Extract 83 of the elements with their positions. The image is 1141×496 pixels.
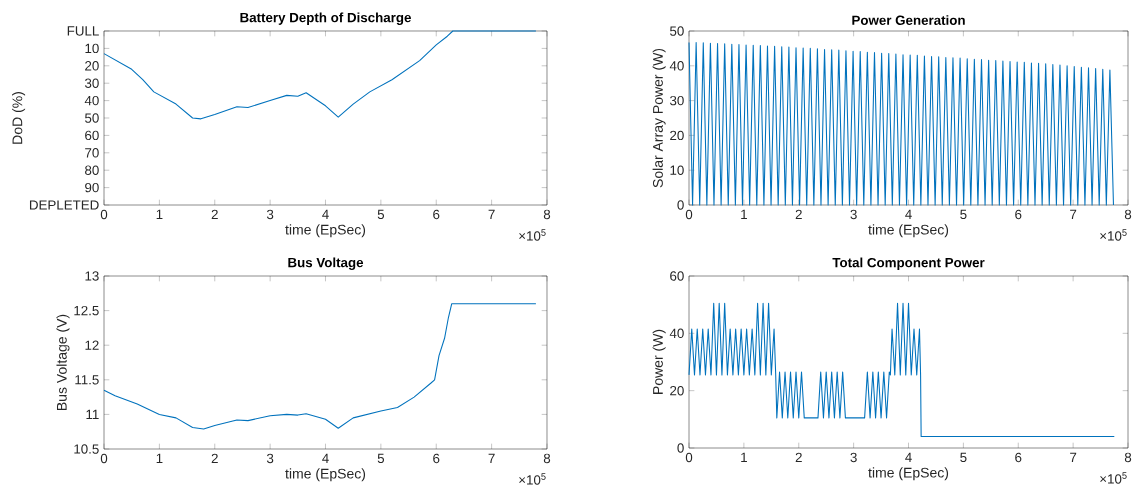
- x-tick-label: 8: [543, 453, 551, 464]
- x-tick-label: 7: [1070, 209, 1077, 219]
- x-tick-label: 2: [211, 453, 218, 464]
- line-series: [103, 303, 537, 430]
- text: ×10$^{5}$: [1100, 229, 1127, 241]
- x-tick-label: 1: [741, 209, 747, 219]
- x-axis-title: time (EpSec): [285, 468, 366, 482]
- y-tick-label: 13: [85, 271, 99, 281]
- x-tick-label: 6: [1015, 209, 1022, 220]
- x-tick-label: 5: [377, 209, 385, 220]
- y-tick-label: 40: [84, 95, 99, 106]
- y-tick-label: 10: [85, 43, 99, 54]
- x-tick-label: 0: [685, 452, 693, 463]
- y-tick-label: 80: [85, 165, 99, 175]
- y-tick-label: 50: [85, 113, 99, 123]
- y-tick-label: 10: [670, 165, 684, 175]
- y-tick-label: 12.5: [74, 305, 99, 316]
- x-tick-label: 7: [488, 453, 495, 463]
- y-tick-label: 60: [85, 130, 99, 141]
- y-tick-label: 60: [670, 271, 684, 281]
- y-axis-title: DoD (%): [12, 92, 26, 144]
- y-axis-title: Power (W): [652, 329, 666, 394]
- y-tick-label: DEPLETED: [29, 200, 99, 210]
- x-tick-label: 2: [211, 209, 218, 220]
- line-series: [688, 41, 1115, 206]
- chart-title: Bus Voltage: [288, 257, 364, 270]
- x-tick-label: 0: [100, 209, 108, 220]
- text: ×10$^{5}$: [519, 229, 546, 241]
- y-tick-label: 50: [670, 26, 684, 36]
- x-tick-label: 2: [795, 209, 802, 220]
- y-tick-label: 0: [677, 200, 684, 210]
- x-tick-label: 8: [1124, 209, 1132, 220]
- y-axis-title: Solar Array Power (W): [652, 48, 666, 188]
- x-tick-label: 0: [685, 209, 693, 220]
- x-tick-label: 8: [1124, 452, 1132, 463]
- y-tick-label: 20: [670, 385, 684, 396]
- x-tick-label: 6: [433, 209, 440, 220]
- y-tick-label: 20: [85, 61, 99, 71]
- chart-title: Battery Depth of Discharge: [240, 12, 411, 25]
- x-tick-label: 7: [1070, 452, 1077, 462]
- y-tick-label: 90: [85, 182, 99, 193]
- text: ×10$^{5}$: [519, 473, 546, 485]
- x-tick-label: 4: [322, 453, 329, 463]
- x-tick-label: 7: [488, 209, 495, 219]
- y-tick-label: 10.5: [74, 444, 99, 454]
- y-tick-label: 0: [677, 443, 684, 453]
- x-tick-label: 6: [433, 453, 440, 464]
- line-series: [103, 30, 537, 120]
- x-tick-label: 5: [960, 209, 967, 220]
- x-tick-label: 5: [960, 452, 967, 463]
- y-tick-label: 40: [669, 328, 684, 339]
- y-tick-label: 70: [85, 148, 99, 158]
- x-tick-label: 2: [795, 452, 802, 463]
- x-tick-label: 1: [156, 453, 163, 463]
- x-tick-label: 3: [850, 452, 857, 463]
- y-tick-label: 20: [670, 130, 684, 141]
- x-tick-label: 0: [100, 453, 108, 464]
- x-tick-label: 3: [266, 453, 274, 464]
- x-tick-label: 1: [741, 452, 747, 462]
- x-tick-label: 4: [905, 452, 912, 462]
- x-tick-label: 6: [1015, 452, 1022, 463]
- y-tick-label: FULL: [67, 26, 99, 36]
- x-tick-label: 1: [156, 209, 163, 219]
- x-axis-title: time (EpSec): [285, 224, 366, 238]
- text: ×10$^{5}$: [1100, 472, 1127, 484]
- y-tick-label: 11: [86, 409, 99, 419]
- x-axis-title: time (EpSec): [868, 224, 949, 238]
- chart-title: Power Generation: [852, 15, 965, 25]
- x-tick-label: 5: [377, 453, 385, 464]
- x-tick-label: 4: [322, 209, 329, 219]
- x-tick-label: 3: [850, 209, 857, 220]
- x-tick-label: 8: [543, 209, 551, 220]
- y-tick-label: 11.5: [75, 375, 99, 385]
- x-axis-title: time (EpSec): [868, 467, 949, 481]
- chart-title: Total Component Power: [832, 257, 985, 270]
- y-tick-label: 40: [669, 61, 684, 71]
- y-tick-label: 30: [669, 95, 684, 106]
- x-tick-label: 4: [905, 209, 912, 219]
- y-tick-label: 30: [84, 78, 99, 88]
- y-tick-label: 12: [85, 340, 99, 350]
- line-series: [688, 302, 1115, 438]
- y-axis-title: Bus Voltage (V): [56, 314, 70, 410]
- x-tick-label: 3: [266, 209, 274, 220]
